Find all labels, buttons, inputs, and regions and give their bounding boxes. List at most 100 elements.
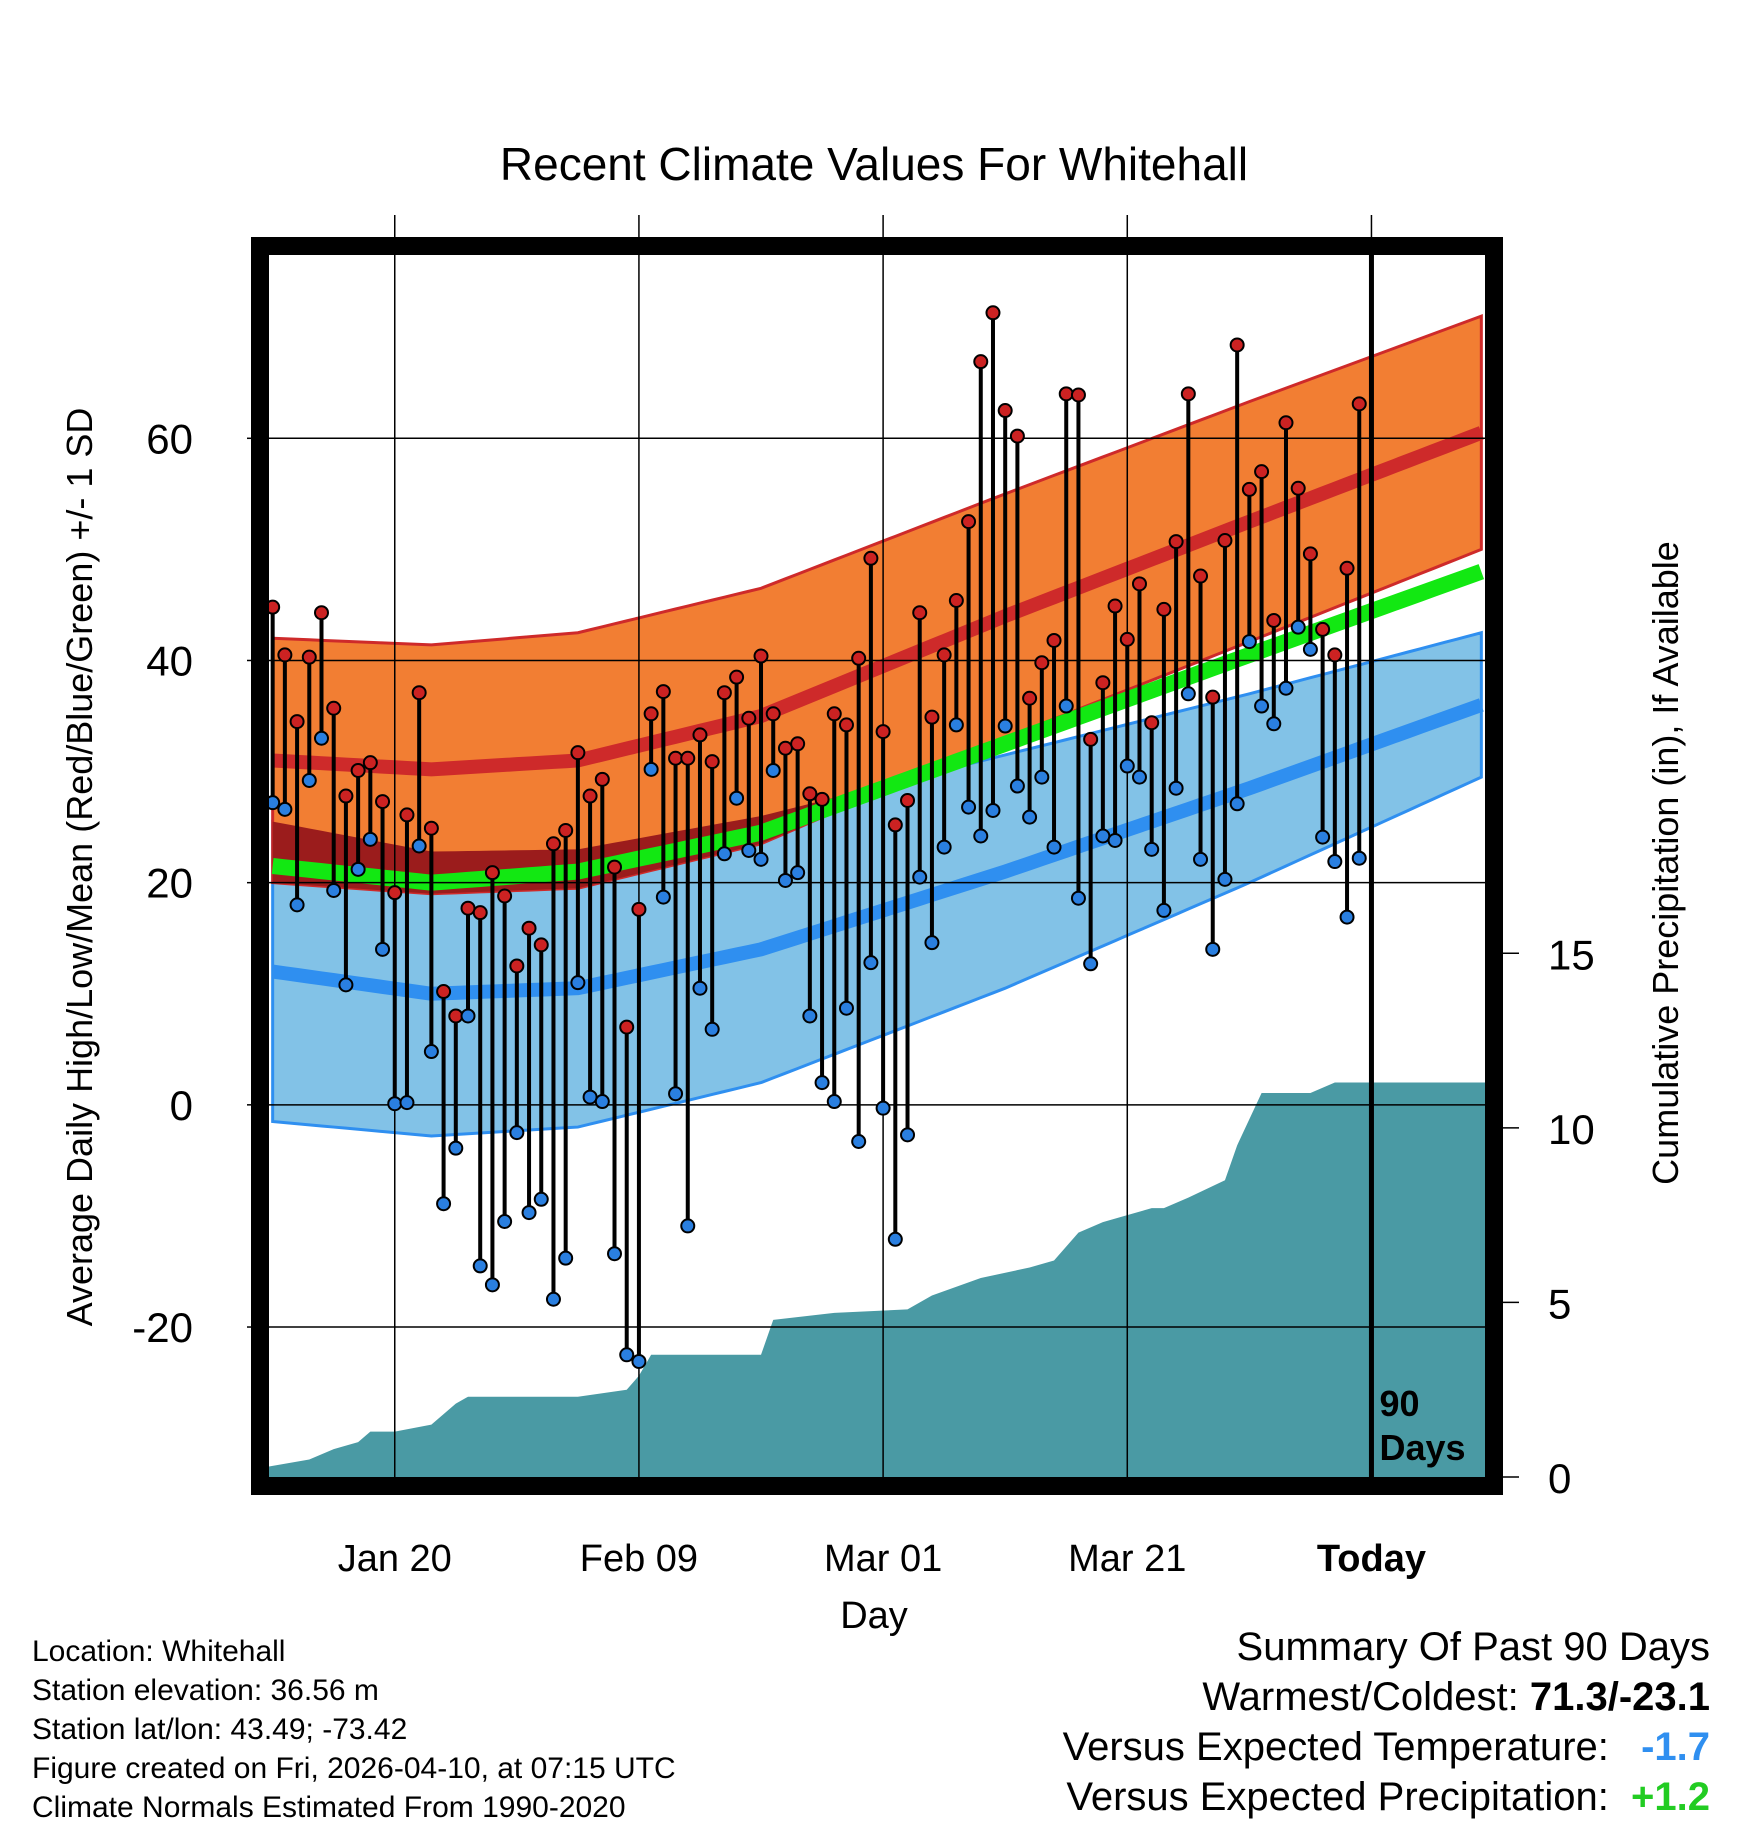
latlon-text: Station lat/lon: 43.49; -73.42 [32,1713,408,1746]
daily-high-point [936,647,952,663]
daily-high-point [704,754,720,770]
daily-high-point [887,817,903,833]
daily-low-point [802,1008,818,1024]
warmest-coldest-value: 71.3/-23.1 [1529,1675,1710,1719]
daily-high-point [948,592,964,608]
daily-low-point [912,869,928,885]
daily-high-point [338,788,354,804]
daily-low-point [826,1094,842,1110]
sd-overlap-band [272,549,1482,894]
daily-low-point [1022,809,1038,825]
daily-low-point [765,762,781,778]
daily-low-point [1205,941,1221,957]
x-tick-label: Jan 20 [338,1538,452,1580]
temp-vs-expected-label: Versus Expected Temperature: [1062,1725,1609,1769]
daily-high-point [375,794,391,810]
daily-high-point [1131,576,1147,592]
daily-low-point [338,977,354,993]
daily-low-point [448,1140,464,1156]
daily-low-point [1131,769,1147,785]
daily-low-point [668,1086,684,1102]
daily-low-point [1302,641,1318,657]
daily-low-point [716,846,732,862]
daily-high-point [851,650,867,666]
daily-low-point [399,1095,415,1111]
normal-high-line [272,426,1484,777]
daily-low-point [497,1213,513,1229]
daily-low-point [948,717,964,733]
daily-high-point [558,822,574,838]
daily-high-point [875,724,891,740]
daily-high-point [1193,568,1209,584]
daily-high-point [1290,480,1306,496]
normal-mean-line [271,564,1485,891]
daily-low-point [1046,839,1062,855]
daily-low-point [985,802,1001,818]
daily-high-point [1107,598,1123,614]
daily-low-point [472,1258,488,1274]
daily-low-point [1095,828,1111,844]
daily-high-point [1302,546,1318,562]
daily-high-point [460,900,476,916]
daily-low-point [1180,686,1196,702]
daily-high-point [1327,647,1343,663]
daily-high-point [1009,428,1025,444]
daily-low-point [1241,634,1257,650]
daily-low-point [411,838,427,854]
daily-high-point [1034,655,1050,671]
daily-low-point [301,772,317,788]
daily-low-point [924,935,940,951]
daily-high-point [790,736,806,752]
daily-low-point [362,831,378,847]
daily-high-point [826,706,842,722]
daily-low-point [1217,871,1233,887]
temp-vs-expected-value: -1.7 [1641,1725,1710,1769]
daily-high-point [436,984,452,1000]
daily-high-point [521,920,537,936]
daily-low-point [997,718,1013,734]
y-axis-label-right: Cumulative Precipitation (in), If Availa… [1645,541,1686,1185]
daily-high-point [448,1008,464,1024]
daily-low-point [1266,716,1282,732]
daily-low-point [1339,909,1355,925]
daily-high-point [497,888,513,904]
y-tick-label: 0 [170,1082,193,1129]
daily-low-point [1107,832,1123,848]
y-tick-label: 60 [146,415,193,462]
chart-title: Recent Climate Values For Whitehall [500,138,1248,190]
daily-low-point [838,1000,854,1016]
daily-high-point [313,605,329,621]
daily-low-point [1229,796,1245,812]
daily-low-point [631,1353,647,1369]
daily-high-point [692,727,708,743]
daily-low-point [1351,850,1367,866]
daily-low-point [1058,698,1074,714]
daily-high-point [729,669,745,685]
precip-vs-expected-value: +1.2 [1631,1775,1710,1819]
daily-low-point [1034,769,1050,785]
daily-high-point [582,788,598,804]
daily-low-point [973,828,989,844]
daily-low-point [558,1250,574,1266]
daily-low-point [375,941,391,957]
daily-high-point [411,685,427,701]
summary-title: Summary Of Past 90 Days [1236,1625,1710,1669]
daily-high-point [607,859,623,875]
x-axis-label: Day [840,1595,908,1637]
daily-low-point [704,1021,720,1037]
daily-low-point [741,842,757,858]
daily-low-point [1009,778,1025,794]
daily-low-point [875,1100,891,1116]
daily-high-point [350,762,366,778]
daily-high-point [777,740,793,756]
daily-high-point [643,706,659,722]
daily-low-point [289,897,305,913]
daily-high-point [1351,396,1367,412]
daily-low-point [484,1277,500,1293]
daily-low-point [570,975,586,991]
daily-high-point [1070,387,1086,403]
warmest-coldest-row: Warmest/Coldest: 71.3/-23.1 [1063,1672,1710,1722]
daily-high-point [619,1019,635,1035]
daily-low-point [655,889,671,905]
